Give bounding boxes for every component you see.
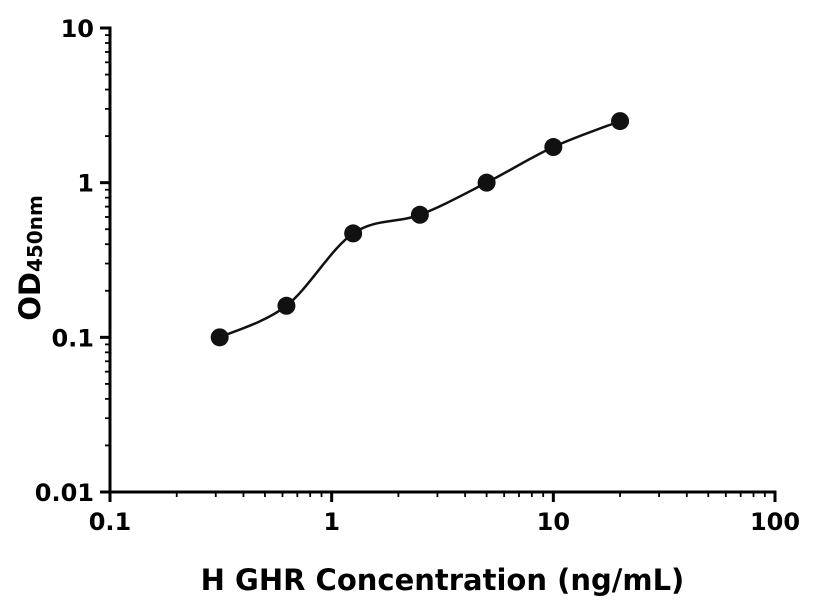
axis-spine [108, 26, 777, 494]
data-points [210, 112, 630, 347]
y-tick-label: 10 [61, 15, 94, 43]
data-point [611, 112, 630, 131]
data-point [210, 328, 229, 347]
x-axis-title: H GHR Concentration (ng/mL) [201, 563, 685, 597]
y-tick-label: 0.01 [35, 479, 94, 507]
data-point [544, 138, 563, 157]
x-tick-label: 0.1 [89, 508, 132, 536]
y-tick-label: 1 [77, 170, 94, 198]
x-tick-label: 100 [750, 508, 800, 536]
x-tick-label: 1 [323, 508, 340, 536]
y-tick-label: 0.1 [51, 324, 94, 352]
data-point [477, 173, 496, 192]
y-axis-title: OD450nm [13, 195, 47, 321]
data-point [344, 224, 363, 243]
data-point [277, 296, 296, 315]
y-axis-title-main: OD [13, 272, 47, 321]
axis-ticks [100, 26, 777, 502]
y-axis-title-subscript: 450nm [23, 195, 47, 272]
data-point [410, 205, 429, 224]
x-tick-label: 10 [537, 508, 570, 536]
